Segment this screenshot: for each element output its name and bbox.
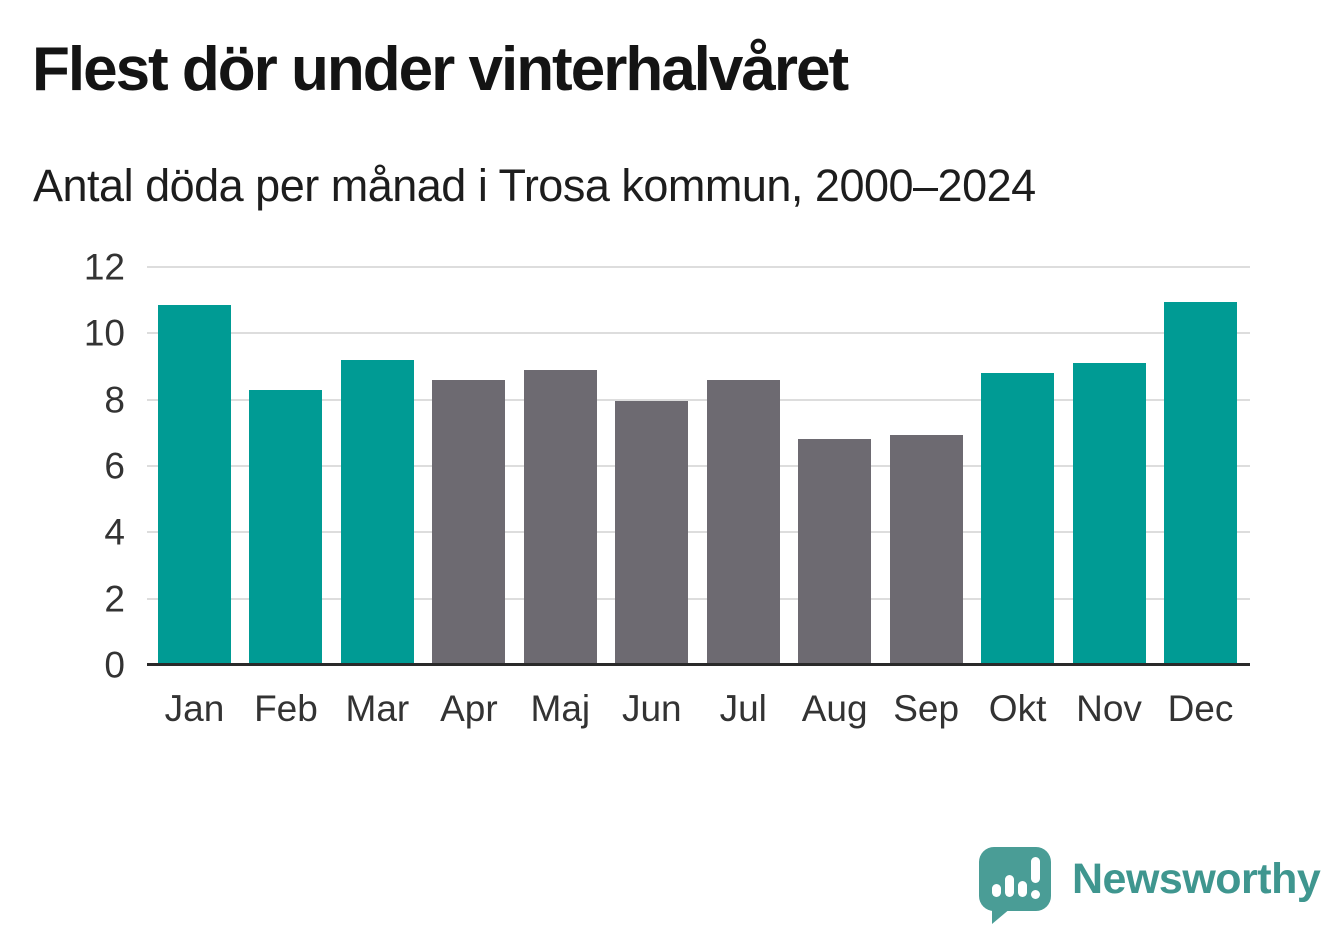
newsworthy-logo-icon: [979, 847, 1051, 924]
logo-bar-icon: [1005, 875, 1014, 897]
gridline-4: [147, 531, 1250, 534]
y-tick-label-12: 12: [83, 246, 125, 288]
bar-aug: [798, 439, 872, 665]
logo-bar-icon: [992, 884, 1001, 897]
bar-jun: [615, 401, 689, 665]
y-tick-label-10: 10: [83, 312, 125, 354]
x-tick-label-dec: Dec: [1167, 688, 1234, 729]
y-tick-label-8: 8: [104, 379, 125, 421]
y-tick-label-6: 6: [104, 445, 125, 487]
x-tick-label-jun: Jun: [621, 688, 682, 729]
bars-row: [158, 267, 1237, 665]
gridline-6: [147, 465, 1250, 467]
x-axis-line: [147, 663, 1250, 666]
plot-area: 0 2 4 6 8 10 12 Jan Feb Mar Apr Maj Jun Jul Aug Sep Okt…: [84, 249, 1250, 729]
bar-okt: [981, 373, 1055, 665]
x-axis-labels: Jan Feb Mar Apr Maj Jun Jul Aug Sep Okt Nov Dec: [158, 665, 1237, 730]
bar-mar: [340, 359, 414, 665]
newsworthy-logo-text: Newsworthy: [1072, 854, 1321, 903]
x-tick-label-mar: Mar: [345, 688, 410, 729]
logo-bar-icon: [1018, 881, 1027, 897]
chart-title: Flest dör under vinterhalvåret: [32, 35, 849, 104]
x-tick-label-apr: Apr: [440, 688, 498, 729]
x-tick-label-aug: Aug: [801, 688, 868, 729]
gridline-10: [147, 332, 1250, 335]
x-tick-label-feb: Feb: [254, 688, 318, 729]
x-tick-label-okt: Okt: [988, 688, 1047, 729]
gridline-12: [147, 266, 1250, 268]
logo-exclamation-dot-icon: [1031, 890, 1040, 899]
bar-feb: [249, 389, 323, 665]
bar-jan: [158, 305, 231, 665]
gridline-8: [147, 398, 1250, 401]
bar-jul: [706, 379, 780, 665]
newsworthy-logo: Newsworthy: [979, 847, 1321, 924]
y-tick-label-2: 2: [104, 578, 125, 620]
x-tick-label-sep: Sep: [893, 688, 960, 729]
x-tick-label-nov: Nov: [1076, 688, 1142, 729]
y-tick-label-0: 0: [104, 644, 125, 686]
bar-maj: [523, 369, 597, 665]
gridline-2: [147, 597, 1250, 600]
chart-subtitle: Antal döda per månad i Trosa kommun, 200…: [33, 160, 1036, 211]
logo-exclamation-icon: [1031, 857, 1040, 883]
x-tick-label-maj: Maj: [530, 688, 591, 729]
bar-nov: [1072, 363, 1146, 665]
y-tick-label-4: 4: [104, 511, 125, 553]
x-tick-label-jan: Jan: [164, 688, 225, 729]
x-tick-label-jul: Jul: [719, 688, 767, 729]
bar-sep: [889, 434, 963, 665]
bar-apr: [432, 379, 506, 665]
bar-dec: [1163, 301, 1237, 665]
